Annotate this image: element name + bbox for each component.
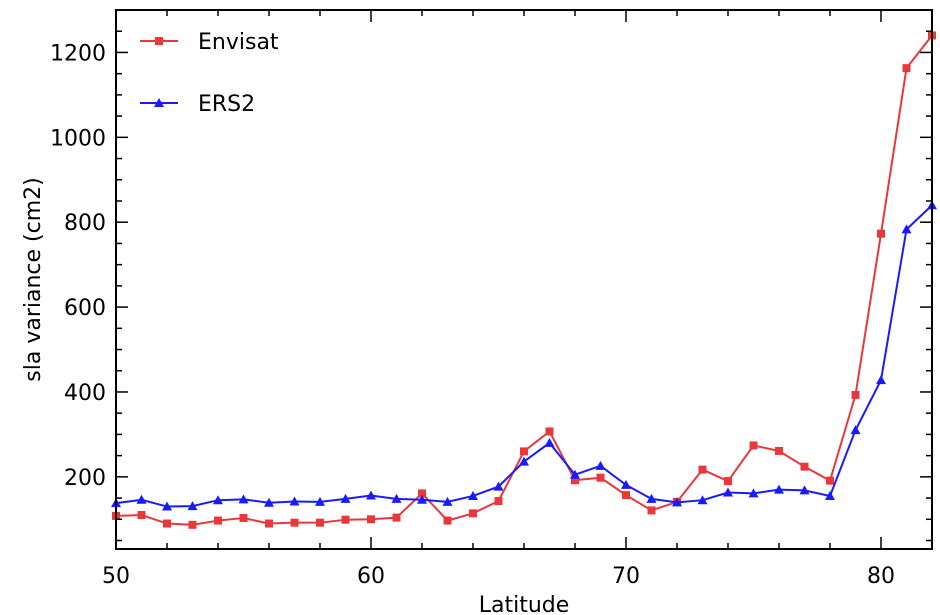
data-point-ers2 bbox=[162, 501, 172, 511]
data-point-ers2 bbox=[442, 496, 453, 506]
y-tick-label: 1000 bbox=[50, 126, 106, 151]
x-tick-label: 60 bbox=[357, 564, 385, 589]
data-point-ers2 bbox=[672, 497, 682, 507]
x-tick-label: 50 bbox=[102, 564, 130, 589]
data-point-envisat bbox=[392, 513, 401, 522]
data-point-ers2 bbox=[187, 501, 198, 511]
data-point-envisat bbox=[341, 515, 350, 524]
data-point-ers2 bbox=[213, 495, 223, 505]
y-tick-label: 1200 bbox=[50, 41, 106, 66]
data-point-ers2 bbox=[340, 493, 351, 503]
data-point-envisat bbox=[290, 518, 299, 527]
data-point-ers2 bbox=[136, 494, 147, 504]
data-point-ers2 bbox=[519, 456, 529, 466]
data-point-envisat bbox=[265, 519, 273, 528]
data-point-ers2 bbox=[238, 494, 249, 504]
legend-label-envisat: Envisat bbox=[198, 30, 279, 55]
data-point-envisat bbox=[800, 462, 809, 471]
x-tick-label: 80 bbox=[867, 564, 895, 589]
x-axis-title: Latitude bbox=[479, 593, 570, 615]
data-point-ers2 bbox=[391, 493, 402, 503]
legend-label-ers2: ERS2 bbox=[198, 92, 255, 117]
data-point-envisat bbox=[877, 229, 885, 238]
data-point-ers2 bbox=[315, 496, 325, 506]
data-point-ers2 bbox=[621, 479, 631, 489]
data-point-envisat bbox=[469, 509, 477, 518]
data-point-ers2 bbox=[264, 497, 274, 507]
data-point-ers2 bbox=[774, 484, 784, 494]
data-point-envisat bbox=[826, 476, 834, 485]
data-point-envisat bbox=[851, 390, 860, 399]
data-point-envisat bbox=[596, 473, 605, 482]
data-point-envisat bbox=[239, 514, 248, 523]
data-point-ers2 bbox=[748, 488, 759, 498]
y-tick-label: 800 bbox=[64, 211, 106, 236]
data-point-envisat bbox=[494, 497, 503, 506]
data-point-envisat bbox=[214, 516, 222, 525]
data-point-envisat bbox=[367, 515, 375, 524]
data-point-envisat bbox=[188, 520, 197, 529]
data-point-ers2 bbox=[468, 490, 478, 500]
data-point-ers2 bbox=[417, 494, 427, 504]
data-point-ers2 bbox=[723, 487, 733, 497]
data-point-envisat bbox=[724, 477, 732, 486]
data-point-ers2 bbox=[901, 224, 912, 234]
data-point-envisat bbox=[647, 506, 656, 515]
data-point-envisat bbox=[163, 519, 171, 528]
data-point-envisat bbox=[571, 476, 579, 485]
plot-frame bbox=[115, 9, 933, 550]
y-axis-title: sla variance (cm2) bbox=[21, 177, 46, 381]
legend-marker-ers2 bbox=[154, 98, 164, 107]
data-point-envisat bbox=[749, 441, 758, 450]
data-point-ers2 bbox=[646, 493, 657, 503]
data-point-envisat bbox=[545, 427, 554, 436]
data-point-ers2 bbox=[570, 469, 580, 479]
data-point-envisat bbox=[622, 491, 630, 500]
data-point-ers2 bbox=[876, 375, 886, 385]
data-point-envisat bbox=[418, 489, 426, 498]
data-point-ers2 bbox=[595, 460, 606, 470]
data-point-envisat bbox=[316, 518, 324, 527]
data-point-ers2 bbox=[289, 496, 300, 506]
data-point-envisat bbox=[443, 516, 452, 525]
data-point-envisat bbox=[902, 64, 911, 73]
data-point-ers2 bbox=[697, 495, 708, 505]
data-point-envisat bbox=[520, 447, 528, 456]
y-tick-label: 200 bbox=[64, 466, 106, 491]
data-point-envisat bbox=[698, 465, 707, 474]
data-point-ers2 bbox=[366, 490, 376, 500]
x-tick-label: 70 bbox=[612, 564, 640, 589]
axis-ticks-layer bbox=[115, 9, 933, 549]
y-tick-label: 400 bbox=[64, 381, 106, 406]
data-point-envisat bbox=[775, 446, 783, 455]
tick-labels-layer: 50 60 70 80 200 400 600 800 1000 1200 bbox=[50, 41, 895, 589]
data-point-ers2 bbox=[799, 485, 810, 495]
data-point-ers2 bbox=[850, 425, 861, 435]
legend-marker-envisat bbox=[155, 37, 163, 45]
legend: Envisat ERS2 bbox=[140, 30, 279, 117]
data-point-ers2 bbox=[825, 490, 835, 500]
data-point-ers2 bbox=[493, 481, 504, 491]
y-tick-label: 600 bbox=[64, 296, 106, 321]
plot-series-layer bbox=[111, 31, 937, 529]
data-point-envisat bbox=[137, 511, 146, 520]
data-point-ers2 bbox=[544, 437, 555, 447]
